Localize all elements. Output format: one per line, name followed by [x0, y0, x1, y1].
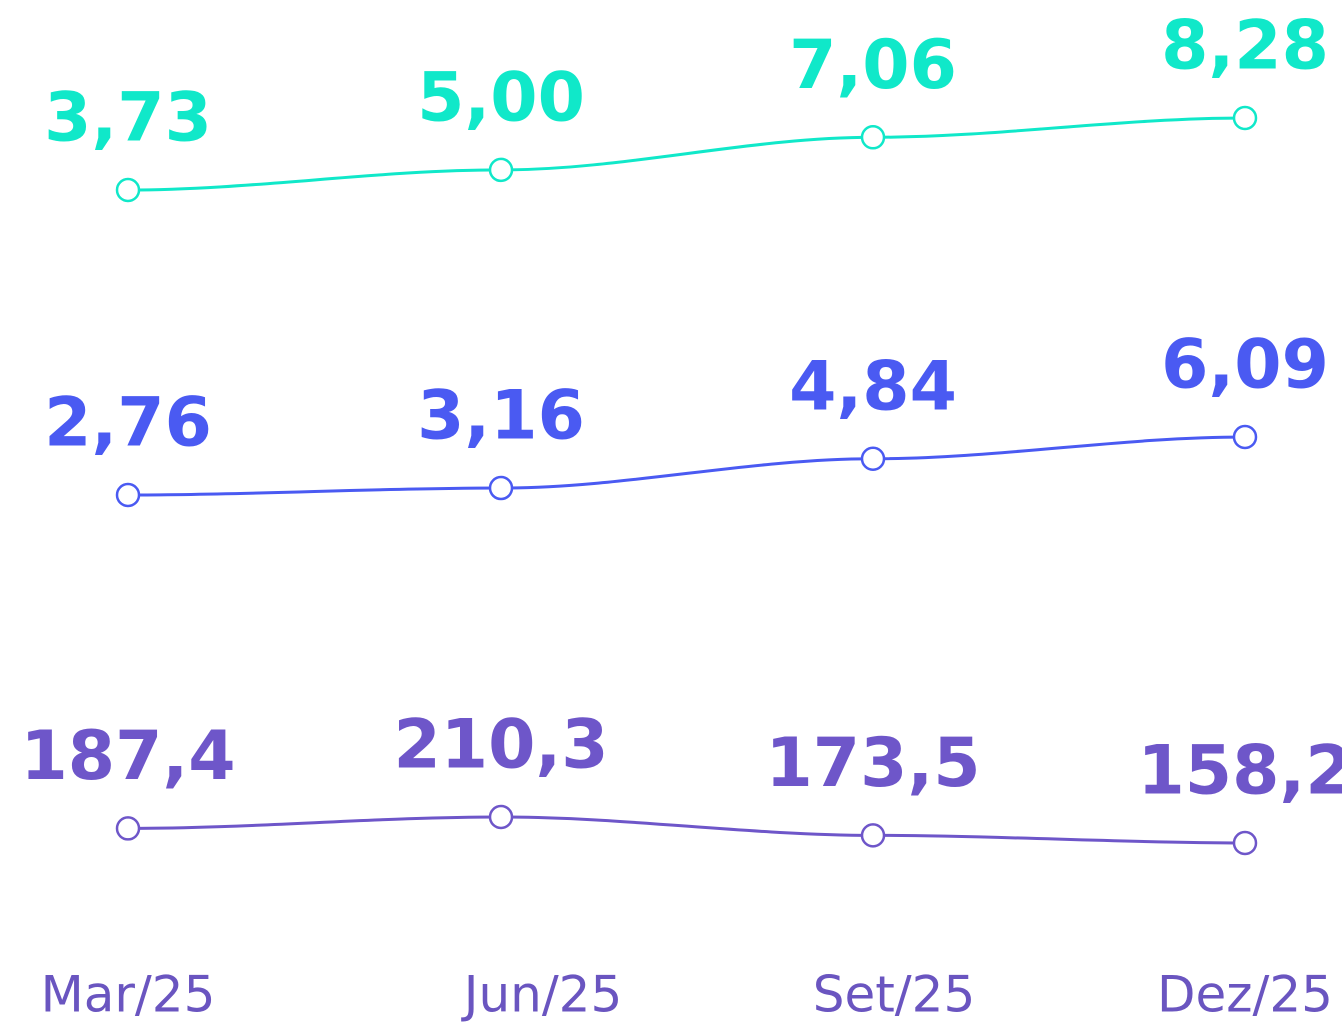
- x-tick-label: Set/25: [813, 966, 976, 1023]
- series-line: [127, 435, 1246, 497]
- point: [488, 475, 514, 501]
- x-tick-label: Mar/25: [41, 966, 216, 1023]
- point: [1232, 830, 1258, 856]
- point: [860, 446, 886, 472]
- value-label: 5,00: [417, 58, 585, 137]
- value-label: 173,5: [765, 724, 980, 803]
- point: [860, 125, 886, 150]
- value-label: 8,28: [1161, 7, 1329, 86]
- value-label: 6,09: [1161, 326, 1329, 405]
- point: [115, 482, 141, 508]
- point: [115, 816, 141, 841]
- point: [488, 804, 514, 830]
- x-tick-label: Jun/25: [461, 966, 623, 1023]
- value-label: 4,84: [789, 347, 957, 426]
- point: [1232, 105, 1258, 131]
- series-line: [127, 116, 1246, 192]
- point: [860, 823, 886, 848]
- point: [115, 177, 141, 203]
- value-label: 3,16: [417, 377, 585, 456]
- x-tick-label: Dez/25: [1157, 966, 1333, 1023]
- value-label: 7,06: [789, 26, 957, 105]
- value-label: 158,2: [1137, 732, 1342, 811]
- value-label: 2,76: [44, 384, 212, 463]
- point: [488, 157, 514, 183]
- value-label: 3,73: [44, 79, 212, 158]
- point: [1232, 424, 1258, 450]
- series-line: [127, 815, 1246, 845]
- value-label: 210,3: [393, 706, 608, 785]
- value-label: 187,4: [20, 717, 235, 796]
